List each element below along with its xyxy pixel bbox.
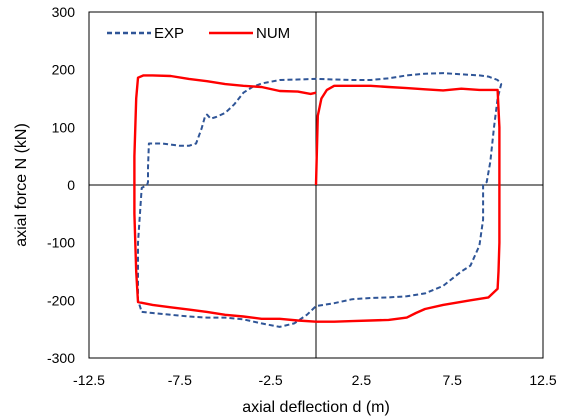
x-tick-label: -2.5 [259, 372, 283, 388]
legend-exp-label: EXP [154, 25, 184, 42]
series-num-line [133, 74, 501, 323]
y-tick-label: -300 [47, 350, 75, 366]
y-tick-label: 300 [52, 4, 76, 20]
x-tick-label: 12.5 [529, 372, 556, 388]
y-tick-labels: 300 200 100 0 -100 -200 -300 [47, 4, 75, 366]
legend-num-label: NUM [256, 25, 290, 42]
series-exp-line [137, 72, 503, 328]
x-tick-label: 2.5 [352, 372, 372, 388]
x-tick-label: 7.5 [442, 372, 462, 388]
y-tick-label: 100 [52, 119, 76, 135]
y-tick-label: 0 [67, 177, 75, 193]
y-tick-label: -100 [47, 235, 75, 251]
legend: EXP NUM [107, 25, 290, 42]
y-tick-label: -200 [47, 292, 75, 308]
series-layer [133, 72, 503, 328]
y-tick-label: 200 [52, 62, 76, 78]
x-tick-label: -7.5 [168, 372, 192, 388]
x-tick-labels: -12.5 -7.5 -2.5 2.5 7.5 12.5 [73, 372, 557, 388]
x-tick-label: -12.5 [73, 372, 105, 388]
x-axis-title: axial deflection d (m) [242, 399, 390, 416]
y-axis-title: axial force N (kN) [13, 123, 30, 247]
